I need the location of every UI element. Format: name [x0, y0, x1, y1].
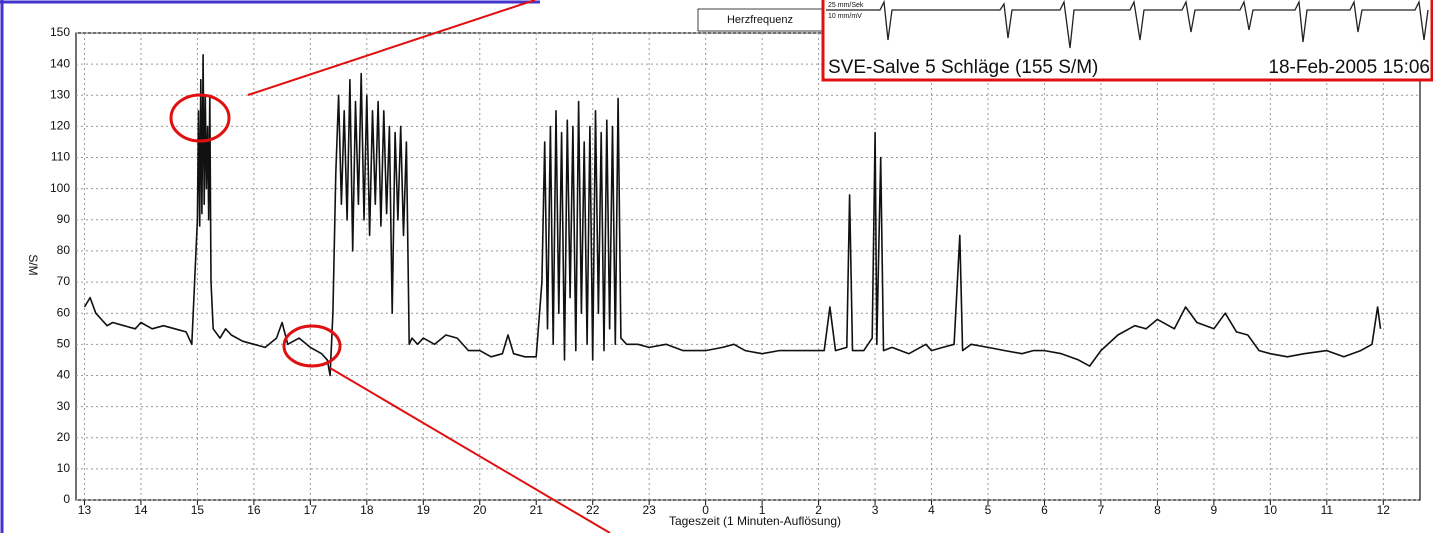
x-tick-label: 22 [586, 503, 600, 517]
x-tick-label: 19 [417, 503, 431, 517]
x-tick-label: 14 [134, 503, 148, 517]
y-tick-label: 40 [57, 368, 71, 382]
x-tick-label: 4 [928, 503, 935, 517]
y-tick-label: 60 [57, 305, 71, 319]
x-tick-label: 18 [360, 503, 374, 517]
x-tick-label: 6 [1041, 503, 1048, 517]
inset-timestamp: 18-Feb-2005 15:06 [1268, 57, 1430, 78]
x-tick-label: 21 [530, 503, 544, 517]
chart-title: Herzfrequenz [727, 14, 793, 26]
y-tick-label: 50 [57, 337, 71, 351]
x-tick-label: 12 [1377, 503, 1391, 517]
y-tick-label: 30 [57, 399, 71, 413]
x-tick-label: 0 [702, 503, 709, 517]
x-tick-label: 15 [191, 503, 205, 517]
x-tick-label: 10 [1264, 503, 1278, 517]
inset-title: SVE-Salve 5 Schläge (155 S/M) [828, 57, 1098, 78]
x-tick-label: 3 [872, 503, 879, 517]
x-tick-label: 8 [1154, 503, 1161, 517]
y-tick-label: 10 [57, 461, 71, 475]
chart: Herzfrequenz S/M Tageszeit (1 Minuten-Au… [0, 0, 1433, 533]
x-tick-label: 16 [247, 503, 261, 517]
y-tick-label: 100 [50, 181, 70, 195]
inset-note: 25 mm/Sek [828, 2, 864, 9]
y-tick-label: 0 [63, 492, 70, 506]
y-axis-label: S/M [26, 254, 40, 275]
x-tick-label: 5 [985, 503, 992, 517]
y-tick-label: 70 [57, 274, 71, 288]
y-tick-label: 80 [57, 243, 71, 257]
x-tick-label: 7 [1098, 503, 1105, 517]
x-tick-label: 17 [304, 503, 318, 517]
x-tick-label: 23 [642, 503, 656, 517]
y-tick-label: 20 [57, 430, 71, 444]
x-tick-label: 13 [78, 503, 92, 517]
x-tick-label: 9 [1211, 503, 1218, 517]
y-tick-label: 120 [50, 119, 70, 133]
y-tick-label: 90 [57, 212, 71, 226]
x-tick-label: 11 [1321, 503, 1334, 517]
y-tick-label: 140 [50, 56, 70, 70]
y-tick-label: 130 [50, 87, 70, 101]
x-tick-label: 20 [473, 503, 487, 517]
x-tick-label: 2 [815, 503, 822, 517]
x-tick-label: 1 [759, 503, 766, 517]
y-tick-label: 110 [51, 150, 70, 164]
inset-note: 10 mm/mV [828, 13, 862, 20]
y-tick-label: 150 [50, 25, 70, 39]
